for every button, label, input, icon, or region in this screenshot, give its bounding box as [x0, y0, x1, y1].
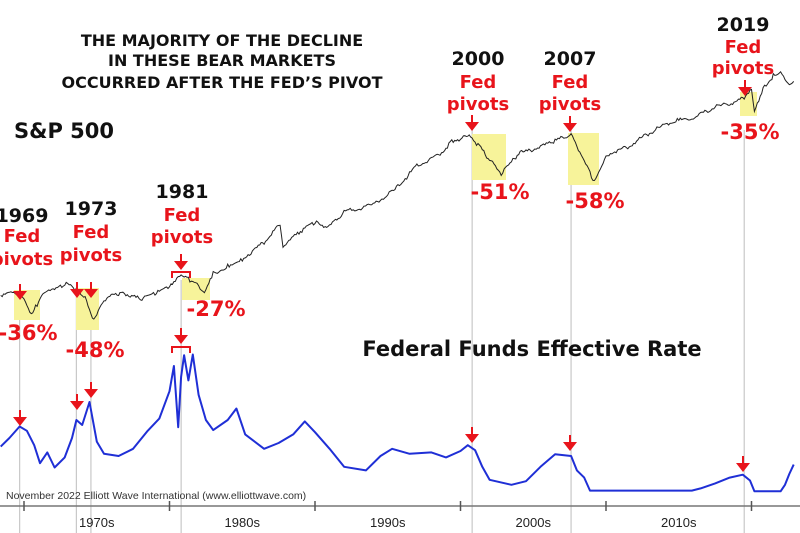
arrow-1973a-ff: [70, 401, 84, 410]
arrow-2019-ff: [736, 463, 750, 472]
arrow-2000-sp: [465, 122, 479, 131]
arrow-2019-sp: [738, 87, 752, 96]
arrow-2007-ff: [563, 442, 577, 451]
series-label-fed-funds: Federal Funds Effective Rate: [362, 337, 701, 361]
annotation-year-2019: 2019: [717, 14, 770, 36]
decline-highlights: [14, 92, 757, 330]
decline-highlight-1981: [182, 278, 210, 300]
annotations: 1969Fedpivots-36%1973Fedpivots-48%1981Fe…: [0, 14, 779, 362]
annotation-fed-1969: Fed: [4, 226, 41, 247]
chart-title: THE MAJORITY OF THE DECLINE IN THESE BEA…: [62, 31, 383, 92]
x-tick-label: 2010s: [661, 515, 697, 530]
title-line-1: THE MAJORITY OF THE DECLINE: [81, 31, 363, 50]
credit-text: November 2022 Elliott Wave International…: [6, 490, 306, 502]
arrow-2007-sp: [563, 123, 577, 132]
x-tick-label: 2000s: [516, 515, 552, 530]
x-tick-label: 1990s: [370, 515, 406, 530]
x-tick-label: 1970s: [79, 515, 115, 530]
annotation-decline-2019: -35%: [721, 120, 780, 144]
series-lines: [0, 71, 795, 493]
pivot-arrows: [13, 80, 752, 472]
decline-highlight-1973: [76, 288, 99, 330]
title-line-3: OCCURRED AFTER THE FED’S PIVOT: [62, 73, 383, 92]
arrow-1981-sp: [174, 261, 188, 270]
annotation-year-2007: 2007: [544, 48, 597, 70]
annotation-year-1973: 1973: [65, 198, 118, 220]
sp500-line: [0, 71, 795, 320]
annotation-decline-2007: -58%: [566, 189, 625, 213]
annotation-pivots-2000: pivots: [447, 94, 509, 115]
pivot-lines: [19, 130, 745, 533]
annotation-decline-1981: -27%: [187, 297, 246, 321]
annotation-fed-2007: Fed: [552, 72, 589, 93]
annotation-pivots-1981: pivots: [151, 227, 213, 248]
arrow-1969-ff: [13, 417, 27, 426]
bracket-1981-sp: [171, 271, 191, 278]
fed-funds-line: [0, 353, 795, 493]
annotation-year-1969: 1969: [0, 205, 48, 227]
x-tick-label: 1980s: [225, 515, 261, 530]
annotation-decline-1973: -48%: [66, 338, 125, 362]
annotation-pivots-1973: pivots: [60, 245, 122, 266]
annotation-fed-2000: Fed: [460, 72, 497, 93]
arrow-1969-sp: [13, 291, 27, 300]
arrow-1973a-sp: [70, 289, 84, 298]
arrow-1973b-ff: [84, 389, 98, 398]
title-line-2: IN THESE BEAR MARKETS: [108, 51, 336, 70]
arrow-1981-ff: [174, 335, 188, 344]
annotation-year-1981: 1981: [156, 181, 209, 203]
arrow-1973b-sp: [84, 289, 98, 298]
series-label-sp500: S&P 500: [14, 119, 114, 143]
annotation-fed-1981: Fed: [164, 205, 201, 226]
x-tick-labels: 1970s1980s1990s2000s2010s2020s: [23, 501, 753, 530]
arrow-2000-ff: [465, 434, 479, 443]
annotation-year-2000: 2000: [452, 48, 505, 70]
annotation-fed-1973: Fed: [73, 222, 110, 243]
annotation-decline-2000: -51%: [471, 180, 530, 204]
annotation-pivots-1969: pivots: [0, 249, 53, 270]
bracket-1981-ff: [171, 346, 191, 353]
annotation-fed-2019: Fed: [725, 37, 762, 58]
decline-highlight-2000: [472, 134, 506, 180]
annotation-pivots-2019: pivots: [712, 58, 774, 79]
annotation-decline-1969: -36%: [0, 321, 57, 345]
annotation-pivots-2007: pivots: [539, 94, 601, 115]
